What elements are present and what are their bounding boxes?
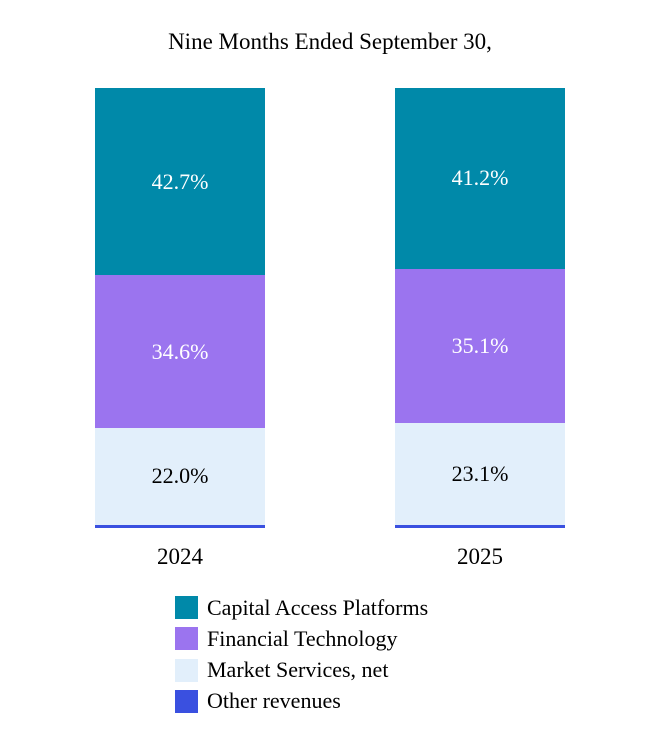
- bar-column-2025: 41.2% 35.1% 23.1% 2025: [395, 87, 565, 570]
- segment-other-revenues: [395, 524, 565, 528]
- segment-market-services-net: 22.0%: [95, 427, 265, 525]
- legend-swatch-icon: [175, 689, 198, 713]
- legend-label: Other revenues: [207, 688, 341, 714]
- segment-value-label: 35.1%: [451, 333, 509, 359]
- segment-capital-access-platforms: 41.2%: [395, 87, 565, 269]
- segment-value-label: 41.2%: [451, 165, 509, 191]
- legend-item-other-revenues: Other revenues: [175, 688, 660, 714]
- legend-label: Capital Access Platforms: [207, 594, 429, 620]
- legend-swatch-icon: [175, 596, 198, 620]
- category-label-2024: 2024: [157, 543, 203, 569]
- bar-column-2024: 42.7% 34.6% 22.0% 2024: [95, 87, 265, 570]
- legend-item-financial-technology: Financial Technology: [175, 625, 660, 651]
- segment-value-label: 34.6%: [151, 338, 209, 364]
- segment-value-label: 22.0%: [151, 463, 209, 489]
- category-label-2025: 2025: [457, 543, 503, 569]
- legend-item-market-services-net: Market Services, net: [175, 656, 660, 682]
- legend-item-capital-access-platforms: Capital Access Platforms: [175, 594, 660, 620]
- chart-plot-area: 42.7% 34.6% 22.0% 2024 41.2% 35.1% 23.1% 2025: [0, 87, 660, 570]
- segment-value-label: 42.7%: [151, 168, 209, 194]
- legend-swatch-icon: [175, 627, 198, 651]
- segment-financial-technology: 35.1%: [395, 268, 565, 424]
- stacked-bar-2024: 42.7% 34.6% 22.0%: [95, 87, 265, 528]
- chart-legend: Capital Access Platforms Financial Techno…: [175, 594, 660, 714]
- legend-label: Financial Technology: [207, 625, 398, 651]
- segment-other-revenues: [95, 524, 265, 528]
- chart-title: Nine Months Ended September 30,: [168, 29, 492, 54]
- segment-financial-technology: 34.6%: [95, 275, 265, 428]
- segment-value-label: 23.1%: [451, 461, 509, 487]
- segment-market-services-net: 23.1%: [395, 423, 565, 525]
- legend-label: Market Services, net: [207, 656, 389, 682]
- legend-swatch-icon: [175, 658, 198, 682]
- stacked-bar-2025: 41.2% 35.1% 23.1%: [395, 87, 565, 528]
- segment-capital-access-platforms: 42.7%: [95, 87, 265, 276]
